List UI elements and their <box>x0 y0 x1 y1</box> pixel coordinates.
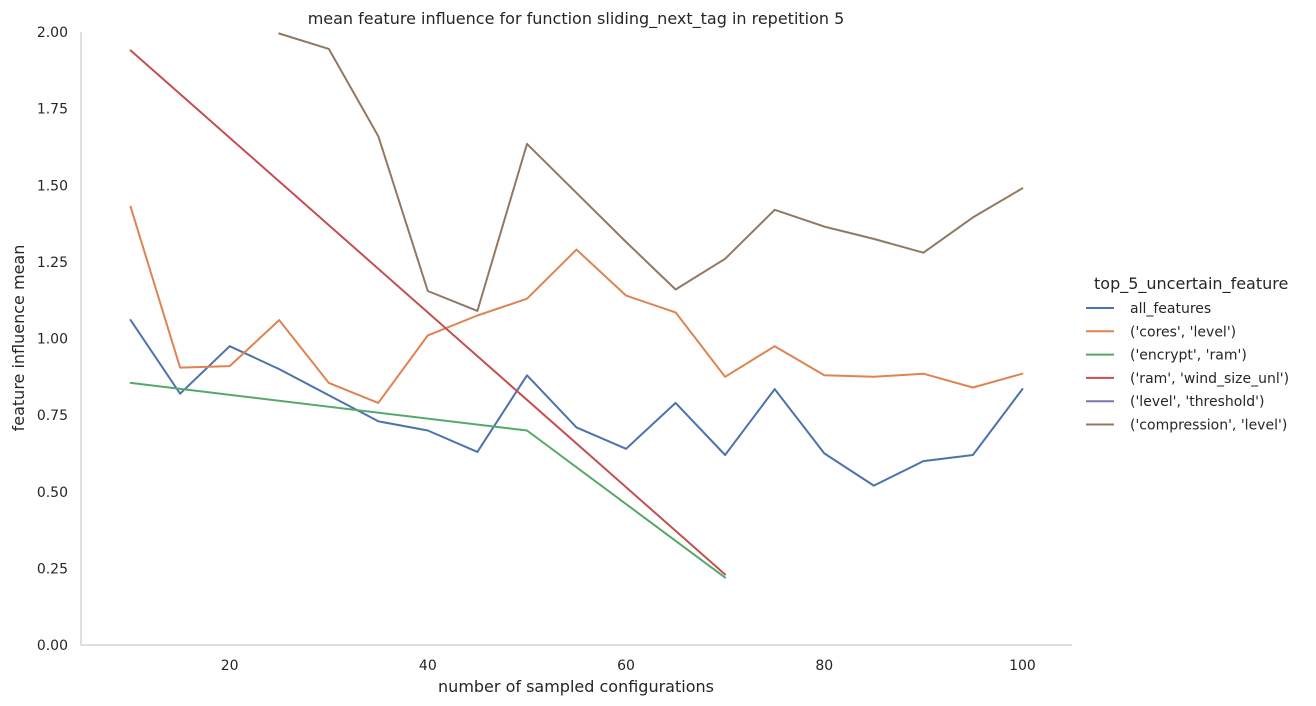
x-tick-label: 20 <box>221 658 239 674</box>
legend-entry: ('encrypt', 'ram') <box>1130 348 1247 364</box>
series-line <box>129 381 727 579</box>
legend-entry: ('cores', 'level') <box>1130 324 1236 340</box>
y-tick-label: 1.75 <box>37 102 68 118</box>
series-line <box>129 319 1024 487</box>
y-tick-label: 2.00 <box>37 25 68 41</box>
legend-entry: ('compression', 'level') <box>1130 418 1287 434</box>
x-tick-label: 60 <box>617 658 635 674</box>
y-tick-label: 0.00 <box>37 638 68 654</box>
y-tick-label: 1.50 <box>37 178 68 194</box>
chart-title: mean feature influence for function slid… <box>308 9 845 29</box>
series-lines <box>129 32 1024 579</box>
legend-entry: ('ram', 'wind_size_unl') <box>1130 371 1289 387</box>
y-axis-ticks: 0.00 0.25 0.50 0.75 1.00 1.25 1.50 1.75 2.00 <box>37 25 68 654</box>
y-tick-label: 1.00 <box>37 332 68 348</box>
series-line <box>129 205 1024 404</box>
series-line <box>278 32 1024 312</box>
legend-entry: all_features <box>1130 301 1211 317</box>
x-axis-label: number of sampled configurations <box>438 677 714 696</box>
y-tick-label: 0.75 <box>37 408 68 424</box>
series-line <box>129 49 727 576</box>
x-tick-label: 40 <box>419 658 437 674</box>
x-tick-label: 100 <box>1009 658 1036 674</box>
y-tick-label: 1.25 <box>37 255 68 271</box>
y-tick-label: 0.50 <box>37 485 68 501</box>
legend-title: top_5_uncertain_feature <box>1094 274 1288 294</box>
y-tick-label: 0.25 <box>37 561 68 577</box>
x-tick-label: 80 <box>815 658 833 674</box>
x-axis-ticks: 20 40 60 80 100 <box>221 658 1036 674</box>
legend-entry: ('level', 'threshold') <box>1130 394 1264 410</box>
y-axis-label: feature influence mean <box>9 245 28 432</box>
legend: top_5_uncertain_feature all_features ('co… <box>1086 274 1289 434</box>
